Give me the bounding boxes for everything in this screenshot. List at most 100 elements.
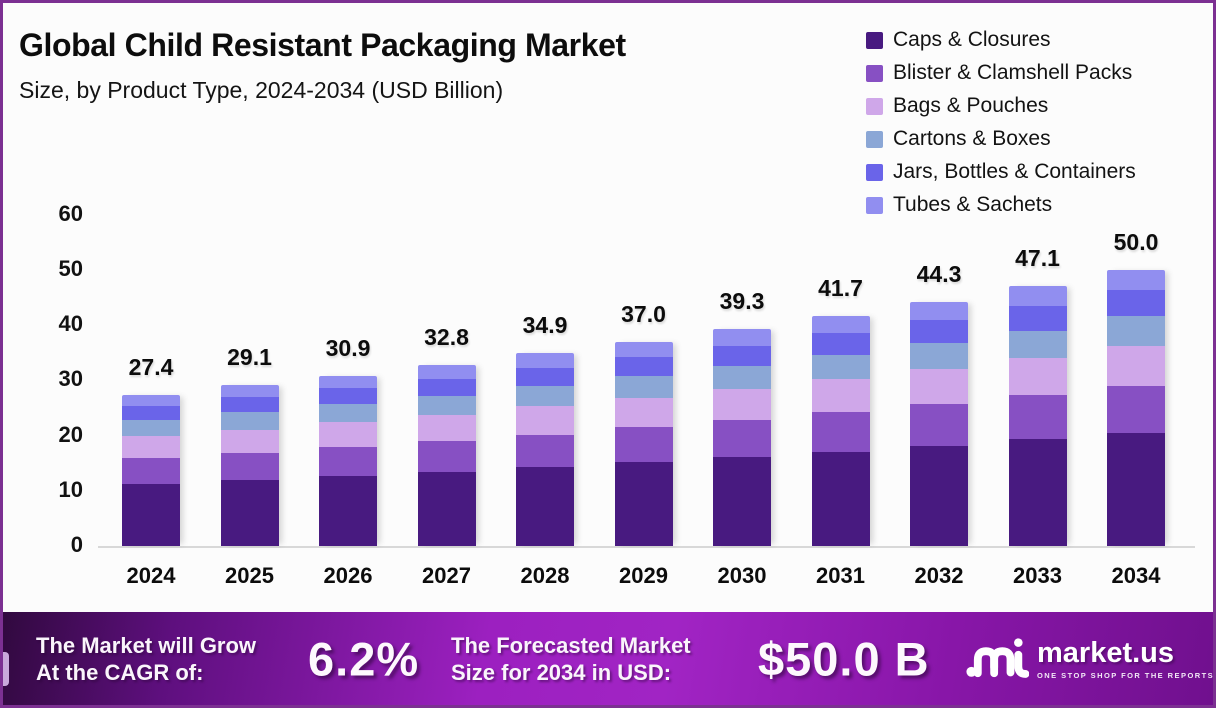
legend-label: Jars, Bottles & Containers: [893, 160, 1136, 183]
legend-swatch-icon: [866, 196, 883, 214]
bar-segment: [811, 379, 870, 413]
legend-label: Cartons & Boxes: [893, 127, 1051, 150]
bar-segment: [713, 457, 771, 546]
legend-label: Tubes & Sachets: [893, 193, 1053, 216]
y-axis-tick-30: 30: [58, 366, 83, 392]
bar-value-label: 27.4: [128, 353, 174, 380]
legend-item: Cartons & Boxes: [866, 126, 1051, 152]
brand-tagline: ONE STOP SHOP FOR THE REPORTS: [1037, 671, 1215, 680]
bar-segment: [614, 376, 673, 398]
bar-segment: [1008, 286, 1067, 307]
y-axis-tick-20: 20: [58, 421, 83, 447]
bar-segment: [713, 420, 771, 458]
bar-segment: [1107, 432, 1165, 546]
y-axis-tick-60: 60: [58, 200, 83, 226]
bar-segment: [417, 414, 476, 442]
bar-segment: [417, 395, 476, 415]
bar-2034: [1107, 270, 1165, 546]
bar-segment: [417, 441, 476, 473]
footer-banner: The Market will Grow At the CAGR of: 6.2…: [3, 612, 1213, 705]
bar-value-label: 34.9: [522, 312, 568, 339]
bar-segment: [516, 406, 574, 435]
bar-segment: [910, 342, 968, 369]
page-title: Global Child Resistant Packaging Market: [19, 27, 626, 63]
bar-segment: [220, 385, 279, 398]
bar-segment: [319, 421, 377, 447]
bar-value-label: 29.1: [227, 344, 272, 371]
bar-2027: [417, 365, 476, 546]
legend-label: Blister & Clamshell Packs: [893, 61, 1133, 84]
bar-segment: [1107, 270, 1165, 291]
bar-segment: [319, 475, 377, 546]
bar-segment: [1008, 395, 1067, 440]
bar-2030: [713, 329, 771, 546]
bar-segment: [1008, 439, 1067, 546]
bar-segment: [713, 388, 771, 421]
bar-segment: [319, 404, 377, 422]
bar-segment: [910, 319, 968, 343]
bar-segment: [713, 366, 771, 389]
bar-segment: [122, 436, 180, 459]
bar-segment: [516, 434, 574, 468]
bar-segment: [1107, 345, 1165, 386]
bar-segment: [1107, 316, 1165, 346]
y-axis-tick-0: 0: [70, 532, 83, 557]
bar-segment: [910, 368, 968, 405]
bar-segment: [713, 345, 771, 367]
bar-segment: [910, 301, 968, 320]
bar-segment: [319, 388, 377, 405]
x-axis-label-2027: 2027: [422, 563, 471, 588]
legend-swatch-icon: [866, 130, 883, 148]
bar-segment: [614, 341, 673, 357]
bar-segment: [516, 353, 574, 368]
x-axis-label-2030: 2030: [717, 563, 767, 588]
cagr-label-line2: At the CAGR of:: [36, 659, 204, 685]
legend-item: Bags & Pouches: [866, 93, 1048, 119]
bar-segment: [220, 480, 279, 546]
bar-segment: [1107, 290, 1165, 317]
bar-2026: [319, 375, 377, 546]
bar-segment: [910, 445, 968, 546]
legend-item: Tubes & Sachets: [866, 192, 1052, 218]
brand-logo: market.us ONE STOP SHOP FOR THE REPORTS: [965, 633, 1215, 685]
forecast-label: The Forecasted Market Size for 2034 in U…: [451, 632, 691, 686]
bar-segment: [319, 446, 377, 476]
legend-label: Bags & Pouches: [893, 94, 1049, 117]
legend-item: Jars, Bottles & Containers: [866, 159, 1136, 185]
bar-value-label: 41.7: [818, 274, 863, 301]
x-axis-label-2032: 2032: [914, 563, 964, 588]
x-axis-label-2031: 2031: [816, 563, 865, 588]
bar-value-label: 47.1: [1015, 245, 1060, 272]
bar-value-label: 32.8: [424, 324, 469, 351]
bar-segment: [1008, 306, 1067, 331]
x-axis-label-2025: 2025: [225, 563, 274, 588]
bar-value-label: 30.9: [325, 334, 371, 361]
market-us-icon: [966, 637, 1029, 678]
bar-2031: [811, 315, 870, 546]
bar-segment: [516, 367, 574, 386]
y-axis-tick-50: 50: [58, 256, 83, 282]
bar-segment: [1008, 357, 1067, 396]
bar-segment: [713, 329, 771, 346]
y-axis-tick-40: 40: [58, 311, 83, 337]
bar-2033: [1008, 286, 1067, 546]
x-axis-label-2034: 2034: [1111, 563, 1161, 588]
bar-value-label: 44.3: [916, 260, 962, 287]
x-axis-label-2028: 2028: [520, 563, 570, 588]
bar-segment: [1008, 330, 1067, 358]
bar-segment: [220, 429, 279, 453]
bar-segment: [811, 333, 870, 356]
bar-segment: [122, 405, 180, 421]
x-axis-label-2024: 2024: [126, 563, 176, 588]
bar-segment: [516, 385, 574, 407]
forecast-label-line1: The Forecasted Market: [451, 632, 691, 658]
legend-label: Caps & Closures: [893, 28, 1051, 51]
bar-segment: [122, 458, 180, 485]
x-axis-label-2033: 2033: [1013, 563, 1062, 588]
cagr-value: 6.2%: [308, 632, 420, 685]
bar-value-label: 50.0: [1113, 229, 1159, 256]
legend-item: Blister & Clamshell Packs: [866, 60, 1132, 86]
bar-segment: [417, 472, 476, 546]
cagr-label-line1: The Market will Grow: [36, 632, 257, 658]
